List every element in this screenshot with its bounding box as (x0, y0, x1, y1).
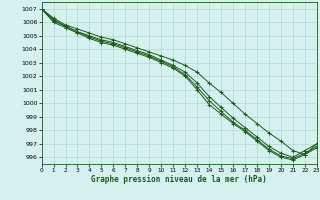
X-axis label: Graphe pression niveau de la mer (hPa): Graphe pression niveau de la mer (hPa) (91, 175, 267, 184)
